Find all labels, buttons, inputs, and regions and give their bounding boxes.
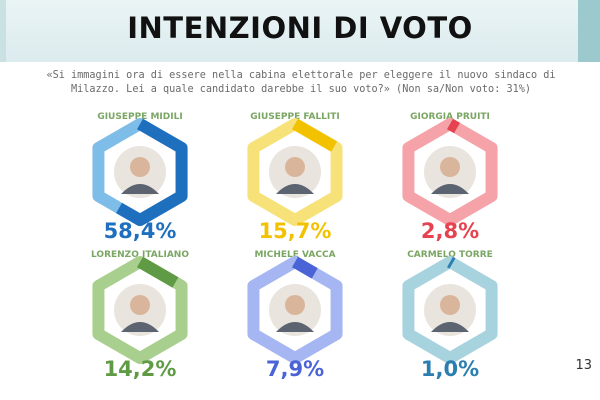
vote-share-hexagon (402, 256, 498, 364)
header-accent-left (0, 0, 6, 62)
slide-title: INTENZIONI DI VOTO (127, 11, 473, 45)
vote-percentage: 1,0% (420, 357, 480, 381)
portrait-shoulders (276, 322, 314, 332)
candidate-card: LORENZO ITALIANO 14,2% (60, 250, 220, 400)
portrait-shoulders (276, 184, 314, 194)
vote-percentage: 58,4% (103, 219, 177, 243)
portrait-head (440, 295, 460, 315)
ring-track (247, 256, 343, 364)
vote-share-hexagon (92, 256, 188, 364)
vote-share-hexagon (247, 256, 343, 364)
vote-percentage: 14,2% (103, 357, 177, 381)
portrait-shoulders (431, 322, 469, 332)
ring-track (402, 118, 498, 226)
page-number: 13 (575, 358, 592, 373)
portrait-head (285, 157, 305, 177)
candidate-card: MICHELE VACCA 7,9% (215, 250, 375, 400)
portrait-shoulders (431, 184, 469, 194)
ring-track (247, 118, 343, 226)
vote-share-arc (92, 118, 188, 226)
ring-track (92, 256, 188, 364)
candidate-name: CARMELO TORRE (407, 250, 493, 260)
candidate-card: CARMELO TORRE 1,0% (370, 250, 530, 400)
header-accent-right (578, 0, 600, 62)
portrait-shoulders (121, 184, 159, 194)
portrait-shoulders (121, 322, 159, 332)
survey-question: «Si immagini ora di essere nella cabina … (46, 70, 556, 95)
candidate-card: GIORGIA PRUITI 2,8% (370, 112, 530, 262)
vote-percentage: 2,8% (420, 219, 480, 243)
candidate-card: GIUSEPPE MIDILI 58,4% (60, 112, 220, 262)
portrait-head (440, 157, 460, 177)
vote-share-hexagon (92, 118, 188, 226)
header-band (0, 0, 600, 62)
ring-track (402, 256, 498, 364)
candidate-name: LORENZO ITALIANO (91, 250, 189, 260)
vote-share-hexagon (247, 118, 343, 226)
vote-percentage: 15,7% (258, 219, 332, 243)
portrait-head (285, 295, 305, 315)
portrait-head (130, 157, 150, 177)
vote-share-hexagon (402, 118, 498, 226)
candidate-name: MICHELE VACCA (254, 250, 336, 260)
candidate-name: GIUSEPPE FALLITI (250, 112, 340, 122)
vote-percentage: 7,9% (265, 357, 325, 381)
candidate-name: GIUSEPPE MIDILI (97, 112, 183, 122)
candidate-card: GIUSEPPE FALLITI 15,7% (215, 112, 375, 262)
portrait-head (130, 295, 150, 315)
candidate-name: GIORGIA PRUITI (410, 112, 490, 122)
